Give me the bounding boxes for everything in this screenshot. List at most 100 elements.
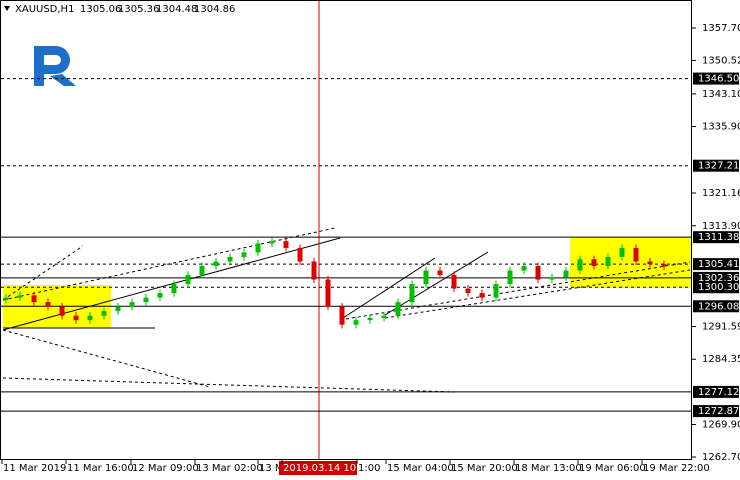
candle-body bbox=[101, 311, 107, 316]
price-level-box bbox=[693, 405, 739, 418]
price-level-box bbox=[693, 72, 739, 85]
price-level-label: 1300.30 bbox=[698, 282, 739, 293]
candle-body bbox=[73, 315, 79, 321]
y-tick-label: 1335.90 bbox=[702, 121, 740, 132]
candle-body bbox=[31, 295, 37, 303]
candle-body bbox=[297, 247, 303, 262]
candle-body bbox=[423, 270, 429, 285]
y-tick-label: 1284.35 bbox=[702, 354, 740, 365]
candle-body bbox=[577, 259, 583, 271]
candle-body bbox=[3, 297, 9, 300]
candle-body bbox=[115, 306, 121, 312]
x-tick-label: 13 M bbox=[259, 463, 284, 474]
candle-body bbox=[619, 247, 625, 257]
price-level-label: 1296.08 bbox=[698, 301, 739, 312]
candle-body bbox=[45, 302, 51, 307]
candle-body bbox=[437, 270, 443, 276]
price-level-box bbox=[693, 159, 739, 172]
candle-body bbox=[185, 275, 191, 285]
cursor-label-box bbox=[279, 461, 357, 475]
price-level-label: 1305.41 bbox=[698, 259, 739, 270]
x-tick-label: 13 Mar 02:00 bbox=[196, 463, 263, 474]
ohlc-close: 1304.86 bbox=[194, 4, 235, 15]
logo bbox=[34, 46, 76, 86]
x-tick-label: 11 Mar 16:00 bbox=[67, 463, 134, 474]
x-tick-label: 19 Mar 22:00 bbox=[643, 463, 710, 474]
ohlc-low: 1304.48 bbox=[156, 4, 197, 15]
x-tick-label: 12 Mar 09:00 bbox=[132, 463, 199, 474]
candle-body bbox=[381, 315, 387, 318]
candle-body bbox=[605, 256, 611, 266]
candle-body bbox=[521, 265, 527, 271]
price-level-label: 1272.87 bbox=[698, 406, 739, 417]
y-tick-label: 1262.70 bbox=[702, 452, 740, 463]
candle-body bbox=[647, 261, 653, 265]
price-level-label: 1346.50 bbox=[698, 74, 739, 85]
candle-body bbox=[17, 295, 23, 298]
price-level-label: 1302.36 bbox=[698, 273, 739, 284]
price-level-box bbox=[693, 258, 739, 271]
trend-lines bbox=[2, 227, 691, 393]
y-tick-label: 1313.90 bbox=[702, 221, 740, 232]
price-level-label: 1311.38 bbox=[698, 232, 739, 243]
candle-body bbox=[87, 315, 93, 321]
symbol-title: XAUUSD,H1 bbox=[15, 4, 74, 15]
candle-body bbox=[591, 259, 597, 266]
x-tick-label: 11 Mar 2019 bbox=[3, 463, 66, 474]
dropdown-icon bbox=[4, 6, 10, 11]
candle-body bbox=[59, 306, 65, 316]
plot-frame bbox=[0, 0, 692, 460]
x-tick-label: 2019.03.14 10:00 bbox=[283, 463, 372, 474]
candle-body bbox=[311, 261, 317, 280]
candle-body bbox=[199, 265, 205, 276]
y-tick-label: 1269.90 bbox=[702, 420, 740, 431]
candle-body bbox=[465, 288, 471, 294]
price-level-box bbox=[693, 300, 739, 313]
candle-body bbox=[143, 297, 149, 303]
candle-body bbox=[661, 264, 667, 267]
candle-body bbox=[549, 277, 555, 280]
candle-body bbox=[633, 247, 639, 262]
candle-body bbox=[535, 265, 541, 280]
candle-body bbox=[353, 320, 359, 325]
y-tick-label: 1321.16 bbox=[702, 188, 740, 199]
highlight-zone bbox=[570, 237, 692, 288]
candle-body bbox=[241, 252, 247, 257]
candle-body bbox=[171, 284, 177, 294]
candle-body bbox=[507, 270, 513, 285]
candle-body bbox=[339, 306, 345, 325]
candle-body bbox=[255, 243, 261, 253]
y-tick-label: 1291.59 bbox=[702, 322, 740, 333]
candle-body bbox=[157, 293, 163, 298]
candle-body bbox=[129, 302, 135, 307]
x-tick-label: 19 Mar 06:00 bbox=[579, 463, 646, 474]
candle-body bbox=[227, 256, 233, 262]
candle-body bbox=[451, 275, 457, 289]
candle-body bbox=[325, 279, 331, 307]
x-tick-label: 15 Mar 20:00 bbox=[451, 463, 518, 474]
candle-body bbox=[213, 261, 219, 266]
candle-body bbox=[395, 302, 401, 316]
candle-body bbox=[269, 241, 275, 244]
price-level-label: 1277.12 bbox=[698, 387, 739, 398]
y-tick-label: 1343.10 bbox=[702, 89, 740, 100]
candle-body bbox=[493, 284, 499, 298]
ohlc-high: 1305.36 bbox=[118, 4, 159, 15]
price-level-label: 1327.21 bbox=[698, 161, 739, 172]
candle-body bbox=[367, 317, 373, 321]
x-tick-label: 18 Mar 13:00 bbox=[515, 463, 582, 474]
price-level-box bbox=[693, 231, 739, 244]
candle-body bbox=[409, 284, 415, 303]
price-level-box bbox=[693, 271, 739, 284]
x-tick-label: 1:00 bbox=[358, 463, 380, 474]
ohlc-open: 1305.06 bbox=[80, 4, 121, 15]
candle-body bbox=[283, 241, 289, 248]
y-tick-label: 1357.70 bbox=[702, 23, 740, 34]
candle-body bbox=[479, 293, 485, 298]
x-tick-label: 15 Mar 04:00 bbox=[387, 463, 454, 474]
candle-body bbox=[563, 270, 569, 278]
price-level-box bbox=[693, 281, 739, 294]
y-tick-label: 1350.52 bbox=[702, 55, 740, 66]
price-level-box bbox=[693, 385, 739, 398]
